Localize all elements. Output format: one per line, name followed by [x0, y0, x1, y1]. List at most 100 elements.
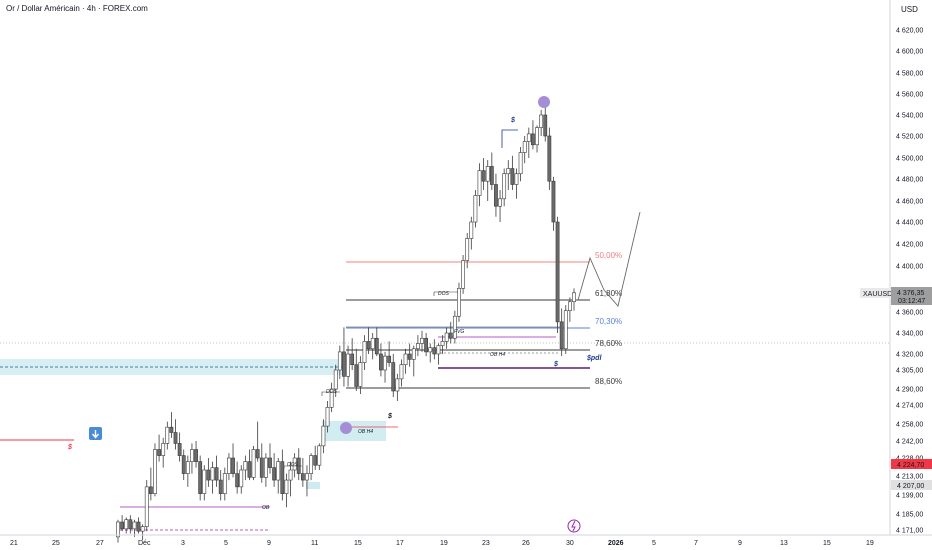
candle-body — [522, 141, 527, 153]
candle-body — [284, 479, 289, 494]
candle-body — [531, 133, 535, 146]
fvg-label: FVG — [454, 329, 464, 335]
candles-layer — [116, 99, 576, 543]
x-tick-label: 11 — [311, 540, 318, 547]
red-price-label: 4 224,70 — [897, 462, 924, 469]
candle-body — [181, 455, 186, 474]
candle — [337, 345, 342, 379]
candle-body — [177, 443, 182, 456]
candle-body — [235, 473, 240, 488]
candle-body — [485, 166, 490, 182]
candle — [177, 432, 182, 462]
candle-body — [243, 461, 248, 471]
candle-body — [572, 292, 576, 303]
candle-body — [292, 457, 297, 471]
currency-label[interactable]: USD — [901, 5, 918, 14]
candle — [461, 255, 465, 294]
candle — [502, 168, 507, 207]
candle — [136, 517, 141, 534]
x-tick-label: Déc — [138, 540, 151, 547]
candle-body — [214, 467, 219, 481]
candle-body — [407, 353, 412, 360]
candle-body — [128, 519, 133, 530]
candle — [407, 343, 412, 367]
candle-body — [379, 353, 383, 371]
candle — [399, 359, 404, 387]
candle — [206, 458, 211, 487]
spdl-label: $pdl — [586, 355, 602, 362]
candle — [255, 421, 260, 462]
candle-body — [333, 369, 338, 390]
candle-body — [415, 343, 420, 350]
countdown-label: 03:12:47 — [898, 298, 925, 305]
candle — [181, 449, 186, 481]
candle-body — [140, 526, 145, 532]
candle-body — [543, 114, 548, 137]
candle — [559, 308, 564, 357]
candle-body — [510, 168, 515, 185]
candle-body — [259, 457, 264, 478]
fib-label-1: 61,80% — [595, 289, 622, 298]
y-tick-label: 4 258,00 — [896, 422, 923, 429]
candle-body — [387, 355, 392, 363]
candle — [473, 190, 478, 228]
candle — [194, 441, 198, 468]
candle — [268, 443, 272, 474]
arrow-down-icon — [91, 430, 100, 439]
candle — [415, 335, 420, 357]
y-tick-label: 4 580,00 — [896, 71, 923, 78]
ob-h4-label: OB H4 — [358, 429, 373, 435]
candle-body — [169, 426, 174, 433]
candle — [144, 480, 149, 532]
candle-body — [231, 457, 235, 474]
x-tick-label: 30 — [566, 540, 574, 547]
candle-body — [317, 445, 322, 466]
candle-body — [190, 449, 194, 462]
candle — [185, 455, 190, 487]
candle-body — [185, 461, 190, 474]
candle — [263, 453, 268, 487]
candle — [292, 453, 297, 478]
candle — [420, 330, 424, 352]
candle — [132, 519, 137, 537]
dollar-label: $ — [510, 117, 515, 124]
candle — [231, 443, 235, 478]
candle-body — [567, 301, 572, 311]
candle-body — [325, 407, 330, 427]
candle-body — [263, 457, 268, 478]
candle — [169, 412, 174, 438]
candle-body — [489, 166, 494, 185]
candle — [157, 434, 161, 462]
candle-body — [502, 173, 507, 200]
candle-body — [148, 486, 153, 494]
candle — [547, 127, 552, 190]
candle-body — [424, 337, 429, 353]
candle-body — [444, 332, 449, 342]
candle — [411, 345, 416, 377]
candle — [481, 158, 486, 190]
candle — [300, 458, 305, 487]
candle — [227, 453, 231, 481]
candle-body — [218, 479, 223, 494]
candle-body — [547, 135, 552, 182]
candle — [551, 176, 556, 231]
candle-body — [329, 388, 334, 408]
lightning-icon — [571, 520, 576, 532]
candle-body — [305, 473, 309, 481]
grey-price-label: 4 207,00 — [897, 483, 924, 490]
candle — [210, 461, 215, 494]
candle — [276, 458, 281, 494]
symbol-tag — [860, 288, 890, 298]
candle-body — [313, 455, 318, 466]
candle-body — [280, 461, 285, 494]
candle-body — [153, 449, 157, 494]
swing-low-dot — [340, 422, 352, 434]
candle — [222, 467, 227, 501]
x-tick-label: 3 — [181, 540, 185, 547]
candle-body — [395, 378, 400, 392]
candle — [465, 233, 470, 269]
candle-body — [391, 362, 396, 392]
candle — [321, 419, 326, 454]
candle — [452, 310, 457, 344]
